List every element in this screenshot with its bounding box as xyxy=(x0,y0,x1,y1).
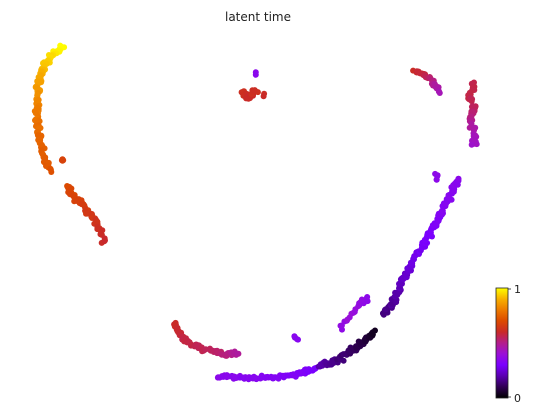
data-point xyxy=(433,176,440,183)
colorbar: 1 0 xyxy=(495,283,521,405)
data-point xyxy=(234,350,241,357)
data-point xyxy=(358,296,365,303)
data-point xyxy=(468,141,475,148)
colorbar-gradient xyxy=(495,287,509,399)
data-point xyxy=(97,231,104,238)
data-point xyxy=(469,103,476,110)
data-point xyxy=(443,200,449,207)
colorbar-max-label: 1 xyxy=(514,283,521,296)
data-point xyxy=(436,90,443,96)
data-point xyxy=(60,157,67,164)
colorbar-min-label: 0 xyxy=(514,392,521,405)
data-point xyxy=(260,93,267,100)
scatter-points xyxy=(31,42,480,383)
data-point xyxy=(468,98,475,105)
data-point xyxy=(295,336,301,343)
data-point xyxy=(252,71,259,78)
data-point xyxy=(372,327,378,334)
data-point xyxy=(340,357,347,364)
data-point xyxy=(455,175,462,182)
data-point xyxy=(48,169,55,175)
chart-title: latent time xyxy=(225,10,291,24)
data-point xyxy=(102,237,108,244)
data-point xyxy=(364,294,371,300)
data-point xyxy=(251,87,258,94)
